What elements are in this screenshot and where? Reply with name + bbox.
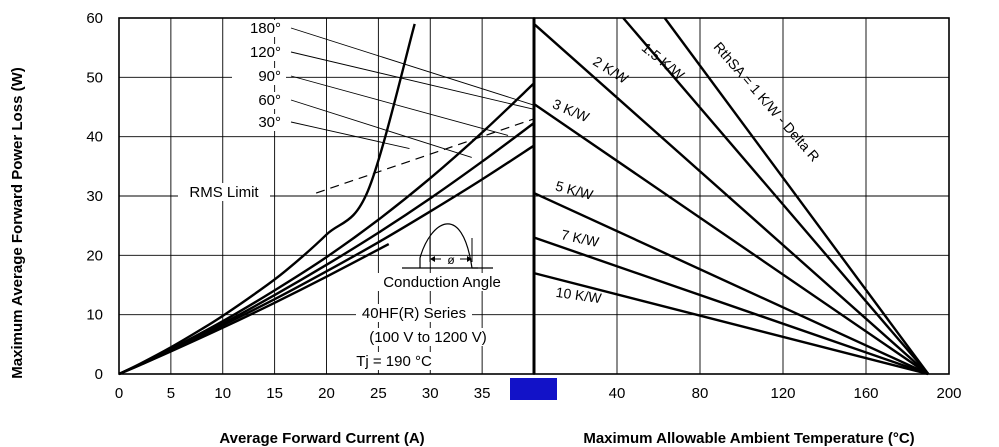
rms-limit-label-bg bbox=[178, 183, 270, 201]
line-rthsa-1kw bbox=[663, 17, 930, 375]
legend-leader-line bbox=[290, 99, 472, 158]
tick-layer: 0102030405060051015202530354040801201602… bbox=[86, 10, 961, 402]
y-tick-label: 50 bbox=[86, 69, 103, 86]
curve-30deg bbox=[118, 242, 390, 376]
legend-label-120deg: 120° bbox=[250, 44, 281, 61]
line-5kw bbox=[533, 191, 929, 376]
legend-label-bg bbox=[232, 44, 286, 61]
x-tick-label-left: 15 bbox=[266, 385, 283, 402]
y-tick-label: 30 bbox=[86, 188, 103, 205]
y-tick-label: 60 bbox=[86, 10, 103, 27]
y-tick-label: 0 bbox=[95, 366, 103, 383]
x-tick-label-right: 200 bbox=[936, 385, 961, 402]
line-2kw bbox=[533, 23, 930, 375]
legend-leader-line bbox=[290, 27, 535, 106]
y-tick-label: 20 bbox=[86, 247, 103, 264]
conduction-angle-label-bg bbox=[365, 273, 519, 291]
legend-leader-line bbox=[290, 121, 410, 149]
x-tick-label-left: 0 bbox=[115, 385, 123, 402]
label-3kw: 3 K/W bbox=[550, 96, 592, 126]
tj-label-bg bbox=[345, 352, 443, 370]
series-name-label-bg bbox=[356, 304, 472, 322]
x-tick-label-right: 160 bbox=[853, 385, 878, 402]
legend-label-60deg: 60° bbox=[258, 92, 281, 109]
legend-leader-line bbox=[290, 75, 509, 136]
voltage-range-label: (100 V to 1200 V) bbox=[369, 329, 487, 346]
right-x-axis-title: Maximum Allowable Ambient Temperature (°… bbox=[583, 430, 914, 447]
rms-limit-label: RMS Limit bbox=[189, 184, 259, 201]
left-x-axis-title: Average Forward Current (A) bbox=[219, 430, 424, 447]
conduction-waveform-icon bbox=[402, 223, 493, 269]
y-tick-label: 10 bbox=[86, 307, 103, 324]
x-tick-label-left: 20 bbox=[318, 385, 335, 402]
label-2kw: 2 K/W bbox=[590, 53, 631, 87]
legend-label-180deg: 180° bbox=[250, 20, 281, 37]
legend-label-bg bbox=[232, 20, 286, 37]
legend-label-bg bbox=[232, 114, 286, 131]
line-10kw bbox=[533, 271, 929, 376]
x-tick-label-left: 35 bbox=[474, 385, 491, 402]
label-1-5kw: 1.5 K/W bbox=[639, 39, 688, 83]
line-3kw bbox=[533, 103, 929, 375]
x-tick-label-left: 5 bbox=[167, 385, 175, 402]
legend-label-bg bbox=[232, 68, 286, 85]
highlight-box bbox=[510, 378, 557, 400]
phi-label: ø bbox=[447, 253, 455, 267]
x-tick-label-right: 80 bbox=[692, 385, 709, 402]
line-1-5kw bbox=[622, 17, 930, 375]
series-layer bbox=[118, 17, 930, 376]
voltage-range-label-bg bbox=[357, 328, 499, 346]
legend-label-bg bbox=[232, 92, 286, 109]
x-tick-label-left: 25 bbox=[370, 385, 387, 402]
legend-label-30deg: 30° bbox=[258, 114, 281, 131]
label-5kw: 5 K/W bbox=[554, 178, 596, 204]
label-7kw: 7 K/W bbox=[560, 226, 601, 250]
line-7kw bbox=[533, 236, 929, 376]
x-tick-label-right: 120 bbox=[770, 385, 795, 402]
rms-limit-line bbox=[315, 118, 535, 194]
x-tick-label-left: 10 bbox=[214, 385, 231, 402]
label-10kw: 10 K/W bbox=[555, 284, 603, 306]
tj-label: Tj = 190 °C bbox=[356, 353, 432, 370]
conduction-angle-label: Conduction Angle bbox=[383, 274, 501, 291]
x-tick-label-right: 40 bbox=[609, 385, 626, 402]
y-tick-label: 40 bbox=[86, 129, 103, 146]
legend-leader-line bbox=[290, 51, 535, 110]
legend-label-90deg: 90° bbox=[258, 68, 281, 85]
y-axis-title: Maximum Average Forward Power Loss (W) bbox=[9, 67, 26, 378]
x-tick-label-left: 30 bbox=[422, 385, 439, 402]
series-name-label: 40HF(R) Series bbox=[362, 305, 466, 322]
